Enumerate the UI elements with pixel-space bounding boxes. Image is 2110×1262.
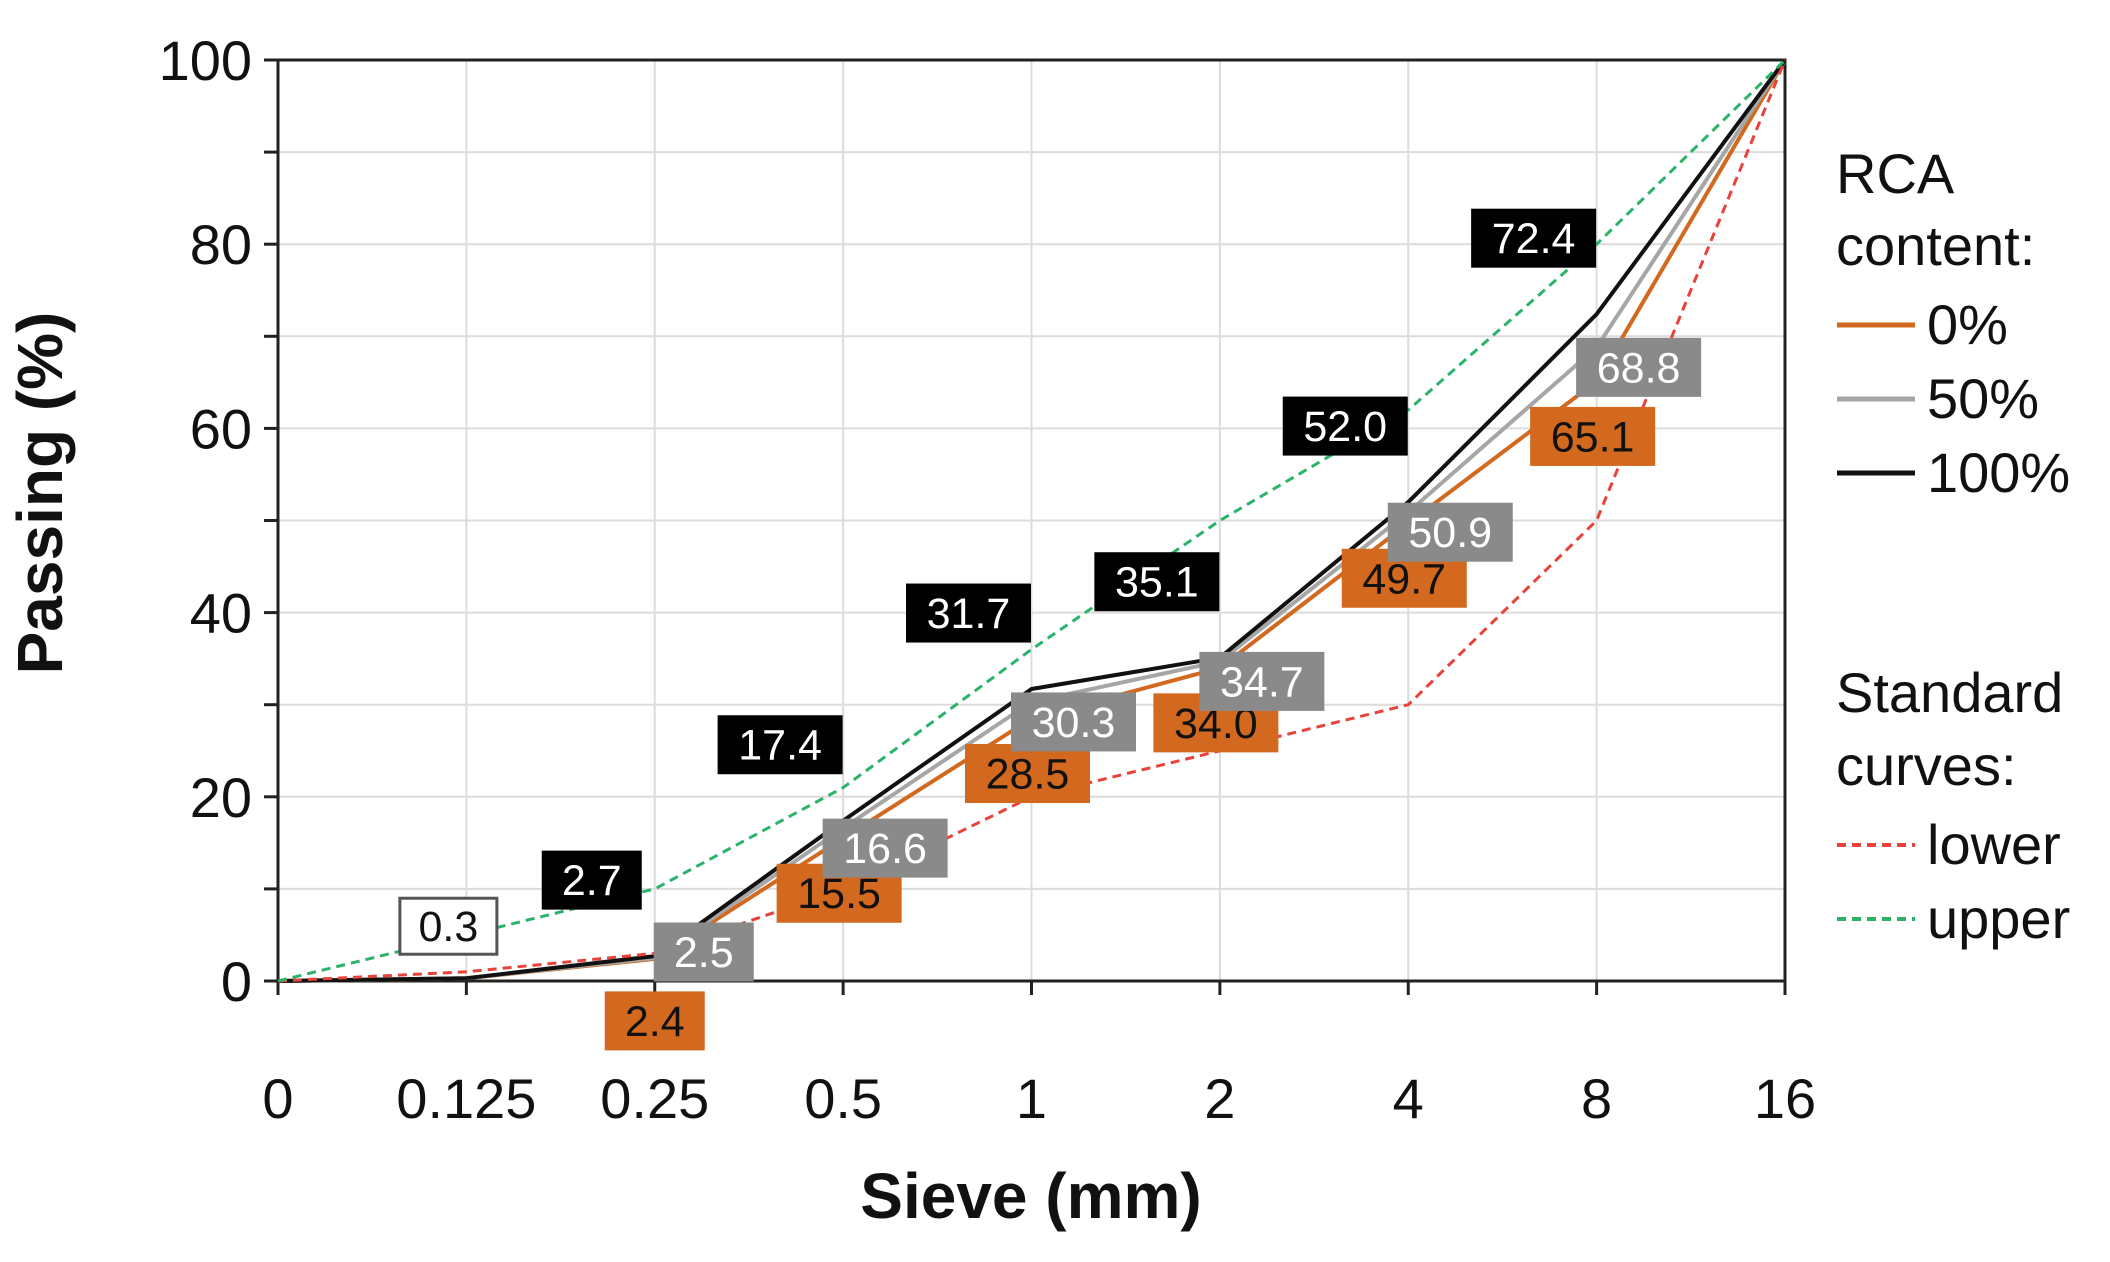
legend-item-lower: lower [1927,813,2061,876]
data-label-text: 72.4 [1492,215,1576,263]
x-tick-label: 0.5 [804,1067,882,1130]
x-tick-label: 4 [1393,1067,1424,1130]
data-label-gray: 50.9 [1387,502,1513,562]
data-label-text: 50.9 [1408,509,1492,557]
data-label-text: 2.7 [562,857,622,905]
data-label-box [717,715,843,775]
x-tick-label: 0 [262,1067,293,1130]
y-tick-label: 100 [159,29,252,92]
data-label-text: 65.1 [1551,413,1635,461]
data-label-box [1011,692,1136,752]
data-label-text: 28.5 [986,751,1070,799]
data-label-text: 68.8 [1597,344,1681,392]
legend-standard-title-line2: curves: [1836,734,2017,797]
y-tick-label: 0 [221,950,252,1013]
legend-item-50pct: 50% [1927,367,2039,430]
data-label-white: 0.3 [398,896,499,956]
data-label-box [398,896,499,956]
data-label-orange: 15.5 [776,863,902,923]
y-tick-label: 60 [190,397,252,460]
data-label-text: 17.4 [738,722,822,770]
data-label-box [1387,502,1513,562]
data-label-orange: 2.4 [604,991,705,1051]
data-labels: 2.415.528.534.049.765.12.516.630.334.750… [398,208,1702,1051]
legend-rca-title-line2: content: [1836,214,2035,277]
legend: RCA content: 0% 50% 100% Standard curves… [1836,142,2070,950]
x-tick-label: 8 [1581,1067,1612,1130]
data-label-text: 30.3 [1032,699,1116,747]
data-label-box [965,744,1090,804]
data-label-text: 35.1 [1115,559,1199,607]
y-tick-label: 20 [190,766,252,829]
data-label-orange: 28.5 [965,744,1090,804]
data-label-text: 49.7 [1362,555,1446,603]
data-label-black: 31.7 [906,583,1031,643]
legend-standard-title-line1: Standard [1836,661,2063,724]
data-label-box [822,818,948,878]
data-label-text: 15.5 [797,870,881,918]
data-label-text: 2.4 [625,998,685,1046]
data-label-box [1199,651,1325,711]
legend-item-upper: upper [1927,887,2070,950]
data-label-text: 2.5 [674,929,734,977]
data-label-box [1094,552,1220,612]
data-label-gray: 68.8 [1576,337,1702,397]
axes [264,58,1787,995]
data-label-box [604,991,705,1051]
data-label-gray: 34.7 [1199,651,1325,711]
tick-labels: 0 20 40 60 80 100 0 0.125 0.25 0.5 1 2 4 8 16 [159,29,1817,1130]
x-axis-title: Sieve (mm) [860,1160,1201,1232]
data-label-gray: 2.5 [653,922,754,982]
x-tick-label: 2 [1204,1067,1235,1130]
legend-item-100pct: 100% [1927,441,2070,504]
data-label-black: 2.7 [541,850,642,910]
data-label-black: 72.4 [1471,208,1597,268]
y-axis-title: Passing (%) [4,312,76,675]
legend-rca-title-line1: RCA [1836,142,1955,205]
y-tick-label: 80 [190,213,252,276]
data-label-black: 52.0 [1282,396,1408,456]
series-line-100pct [277,58,1787,983]
x-tick-label: 1 [1016,1067,1047,1130]
data-label-text: 31.7 [927,590,1011,638]
x-tick-label: 0.25 [600,1067,709,1130]
data-label-text: 0.3 [418,903,478,951]
series-line-upper [277,58,1787,983]
data-label-box [1471,208,1597,268]
x-tick-label: 16 [1754,1067,1816,1130]
data-label-text: 34.7 [1220,658,1304,706]
data-label-gray: 30.3 [1011,692,1136,752]
y-tick-label: 40 [190,582,252,645]
data-label-gray: 16.6 [822,818,948,878]
data-label-box [1530,406,1656,466]
legend-item-0pct: 0% [1927,293,2008,356]
data-label-box [541,850,642,910]
data-label-box [906,583,1031,643]
data-label-black: 17.4 [717,715,843,775]
data-label-box [1576,337,1702,397]
data-label-orange: 65.1 [1530,406,1656,466]
data-label-box [653,922,754,982]
data-label-box [1282,396,1408,456]
data-label-text: 52.0 [1303,403,1387,451]
x-tick-label: 0.125 [396,1067,536,1130]
data-label-black: 35.1 [1094,552,1220,612]
grid-lines [278,60,1785,981]
data-label-text: 16.6 [843,825,927,873]
